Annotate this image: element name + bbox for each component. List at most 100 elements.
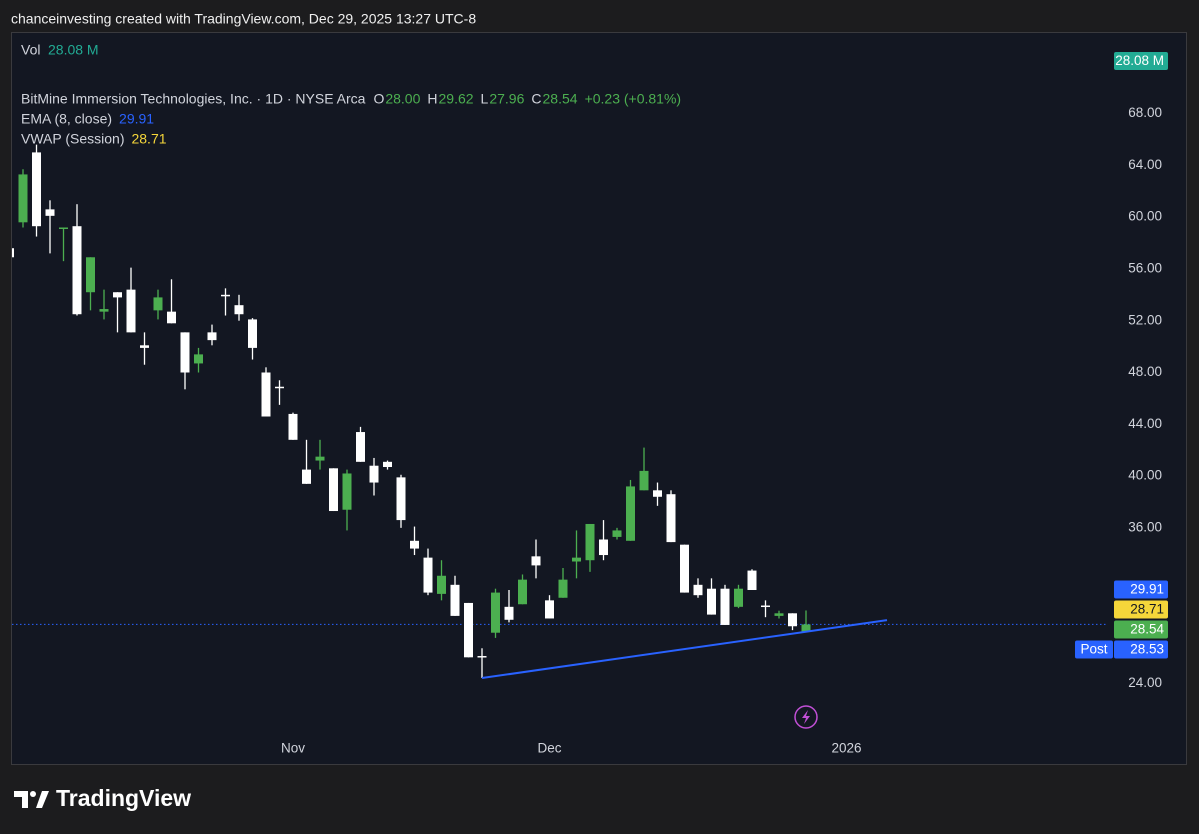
price-label: 28.54 [1130, 622, 1164, 637]
ohlc-value: 27.96 [489, 91, 524, 107]
candle-body [383, 461, 392, 468]
candle-body [788, 613, 797, 627]
change: +0.23 (+0.81%) [585, 91, 682, 107]
candle-body [410, 540, 419, 549]
candle-body [153, 297, 163, 311]
candle-body [680, 544, 689, 593]
candle-body [342, 473, 352, 510]
price-label-box [1114, 580, 1168, 599]
y-tick-label: 40.00 [1128, 468, 1162, 483]
candle-body [437, 575, 446, 594]
candle-body [194, 354, 203, 364]
y-tick-label: 24.00 [1128, 675, 1162, 690]
candle-body [369, 465, 379, 483]
candle-body [477, 656, 487, 658]
chart-panel [11, 32, 1187, 765]
y-tick-label: 68.00 [1128, 105, 1162, 120]
candle-body [626, 486, 635, 541]
indicator-value: 28.71 [131, 131, 166, 147]
volume-scale-box [1114, 52, 1168, 70]
candle-body [464, 602, 473, 658]
candle-body [720, 588, 730, 625]
event-marker[interactable] [794, 705, 818, 729]
candle-body [18, 174, 28, 223]
candle-body [275, 386, 284, 389]
price-label: 29.91 [1130, 582, 1164, 597]
candle-body [585, 523, 595, 561]
candle-body [639, 470, 649, 491]
candle-body [396, 477, 406, 521]
candle-body [734, 588, 743, 607]
post-tag: Post [1080, 642, 1107, 657]
volume-scale-label: 28.08 M [1115, 53, 1164, 68]
candle-body [140, 345, 149, 348]
candle-body [450, 584, 460, 616]
logo-mark [36, 791, 49, 808]
trendline [481, 619, 888, 680]
candle-body [248, 319, 257, 348]
candle-body [801, 624, 811, 632]
y-tick-label: 64.00 [1128, 157, 1162, 172]
x-tick-label: Dec [537, 741, 561, 756]
symbol-title: BitMine Immersion Technologies, Inc. · 1… [21, 91, 366, 107]
candle-body [261, 372, 271, 417]
candle-body [518, 579, 527, 605]
candle-body [747, 570, 757, 590]
candle-body [167, 311, 176, 324]
candle-body [86, 257, 95, 293]
candle-body [423, 557, 433, 593]
price-label-box [1114, 620, 1168, 639]
y-tick-label: 56.00 [1128, 260, 1162, 275]
price-label-box [1114, 640, 1168, 659]
volume-label: Vol [21, 42, 40, 58]
candle-body [315, 456, 325, 461]
candle-body [707, 588, 716, 615]
candle-body [612, 530, 622, 537]
ohlc-key: O [373, 91, 384, 107]
brand-logo: TradingView [14, 785, 191, 811]
candle-body [666, 494, 676, 543]
candle-body [234, 305, 244, 315]
logo-dot [30, 791, 36, 797]
candle-body [45, 209, 55, 216]
candle-body [356, 432, 365, 462]
indicator-name: EMA (8, close) [21, 111, 112, 127]
ohlc-key: H [427, 91, 437, 107]
candle-body [126, 289, 136, 333]
candle-body [545, 600, 554, 619]
candle-body [653, 490, 662, 497]
y-tick-label: 36.00 [1128, 519, 1162, 534]
candle-body [207, 332, 217, 341]
candle-body [531, 556, 541, 566]
brand: TradingView [56, 785, 191, 811]
candle-body [59, 227, 68, 229]
ohlc-value: 29.62 [439, 91, 474, 107]
post-tag-box [1075, 640, 1113, 659]
overlay: Vol 28.08 M BitMine Immersion Technologies… [21, 42, 1168, 756]
logo-mark [14, 791, 28, 808]
candle-body [72, 226, 82, 315]
ohlc-value: 28.00 [385, 91, 420, 107]
x-tick-label: Nov [281, 741, 305, 756]
candle-body [221, 294, 230, 297]
candle-body [113, 292, 122, 298]
y-tick-label: 60.00 [1128, 209, 1162, 224]
price-label: 28.53 [1130, 642, 1164, 657]
y-tick-label: 52.00 [1128, 312, 1162, 327]
credit: chanceinvesting created with TradingView… [11, 11, 476, 27]
event-icon [802, 710, 810, 724]
candle-body [558, 579, 568, 598]
x-tick-label: 2026 [831, 741, 861, 756]
ohlc-value: 28.54 [543, 91, 578, 107]
candle-body [693, 584, 703, 596]
candle-body [12, 248, 14, 258]
y-tick-label: 44.00 [1128, 416, 1162, 431]
ohlc-key: L [481, 91, 489, 107]
candle-body [329, 468, 338, 512]
indicator-name: VWAP (Session) [21, 131, 124, 147]
candle-body [774, 613, 784, 616]
volume-value: 28.08 M [48, 42, 99, 58]
price-label: 28.71 [1130, 602, 1164, 617]
